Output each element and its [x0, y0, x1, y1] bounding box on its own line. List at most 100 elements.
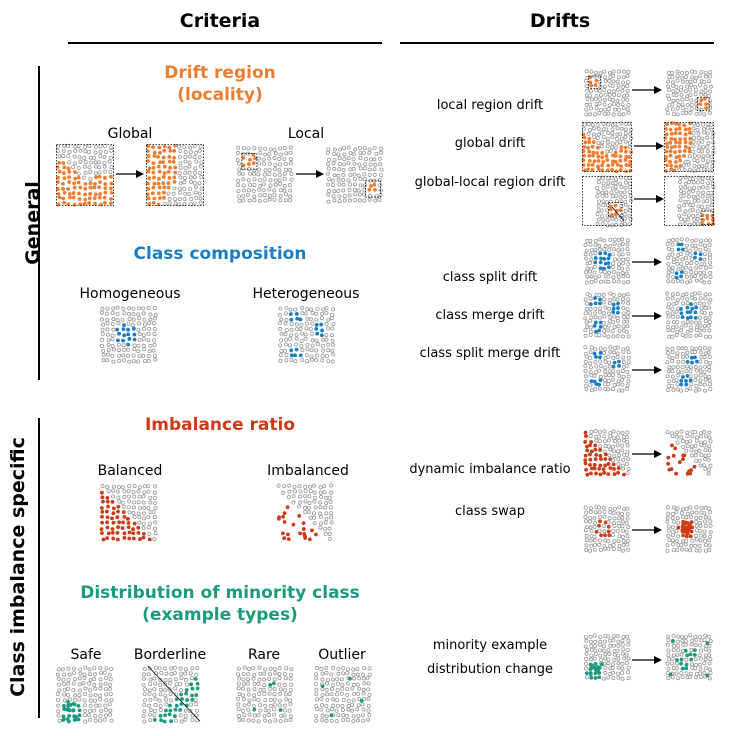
majority-point: [162, 666, 167, 671]
majority-point: [115, 317, 120, 322]
majority-point: [610, 135, 615, 140]
majority-point: [608, 297, 613, 302]
majority-point: [262, 172, 267, 177]
minority-point: [663, 127, 668, 131]
minority-point: [699, 98, 704, 103]
majority-point: [704, 266, 709, 271]
majority-point: [626, 297, 631, 302]
majority-point: [620, 252, 625, 257]
minority-point: [679, 307, 683, 311]
minority-point: [611, 302, 616, 307]
majority-point: [87, 672, 92, 677]
majority-point: [377, 197, 382, 202]
majority-point: [317, 511, 322, 516]
majority-point: [681, 203, 686, 208]
majority-point: [702, 79, 707, 84]
drift-imbalance-before: [583, 429, 631, 477]
majority-point: [597, 648, 602, 653]
majority-point: [698, 265, 703, 270]
majority-point: [83, 170, 88, 175]
minority-point: [277, 516, 281, 521]
minority-point: [291, 522, 296, 527]
majority-point: [625, 107, 630, 112]
majority-point: [67, 149, 72, 154]
majority-point: [157, 666, 162, 671]
majority-point: [702, 463, 707, 468]
majority-point: [591, 126, 596, 131]
majority-point: [694, 637, 699, 642]
majority-point: [136, 489, 141, 494]
majority-point: [693, 296, 698, 301]
majority-point: [189, 180, 194, 185]
majority-point: [700, 139, 705, 144]
majority-point: [598, 97, 603, 102]
majority-point: [684, 75, 689, 80]
majority-point: [141, 500, 146, 505]
majority-point: [583, 363, 588, 368]
majority-point: [164, 671, 169, 676]
majority-point: [103, 707, 108, 712]
majority-point: [685, 251, 690, 256]
majority-point: [592, 538, 597, 543]
majority-point: [246, 178, 251, 183]
majority-point: [701, 158, 706, 163]
majority-point: [329, 490, 334, 495]
majority-point: [597, 111, 602, 116]
majority-point: [692, 217, 697, 222]
majority-point: [684, 440, 689, 445]
majority-point: [626, 262, 631, 267]
majority-point: [82, 698, 87, 703]
minority-point: [301, 527, 306, 531]
majority-point: [595, 122, 600, 127]
majority-point: [332, 158, 337, 163]
minority-point: [616, 466, 621, 470]
majority-point: [110, 353, 115, 358]
majority-point: [312, 511, 317, 516]
majority-point: [694, 510, 699, 515]
majority-point: [684, 388, 689, 393]
minority-point: [618, 168, 623, 173]
majority-point: [625, 511, 630, 516]
region-box: [696, 97, 710, 111]
minority-point: [72, 202, 77, 207]
majority-point: [82, 692, 87, 697]
majority-point: [351, 667, 356, 672]
minority-point: [611, 306, 616, 311]
majority-point: [584, 543, 589, 548]
majority-point: [303, 332, 308, 337]
majority-point: [603, 652, 608, 657]
majority-point: [314, 676, 319, 681]
majority-point: [147, 703, 152, 708]
majority-point: [620, 524, 625, 529]
majority-point: [105, 485, 110, 490]
majority-point: [620, 431, 625, 436]
majority-point: [366, 717, 371, 722]
majority-point: [607, 373, 612, 378]
majority-point: [178, 713, 183, 718]
minority-point: [157, 169, 162, 174]
majority-point: [187, 154, 192, 159]
majority-point: [329, 515, 334, 520]
majority-point: [262, 691, 267, 696]
minority-point: [62, 190, 67, 195]
majority-point: [358, 183, 363, 188]
majority-point: [615, 443, 620, 448]
minority-point: [111, 536, 116, 541]
majority-point: [694, 519, 699, 524]
majority-point: [687, 222, 692, 227]
majority-point: [252, 681, 257, 686]
majority-point: [110, 333, 115, 338]
majority-point: [616, 248, 621, 253]
majority-point: [683, 181, 688, 186]
majority-point: [703, 633, 708, 638]
majority-point: [62, 672, 67, 677]
majority-point: [680, 102, 685, 107]
majority-point: [604, 127, 609, 132]
minority-point: [156, 164, 161, 169]
majority-point: [681, 439, 686, 444]
majority-point: [682, 217, 687, 222]
majority-point: [182, 180, 187, 185]
local-arrow: [296, 170, 324, 178]
majority-point: [183, 717, 188, 722]
majority-point: [284, 666, 289, 671]
